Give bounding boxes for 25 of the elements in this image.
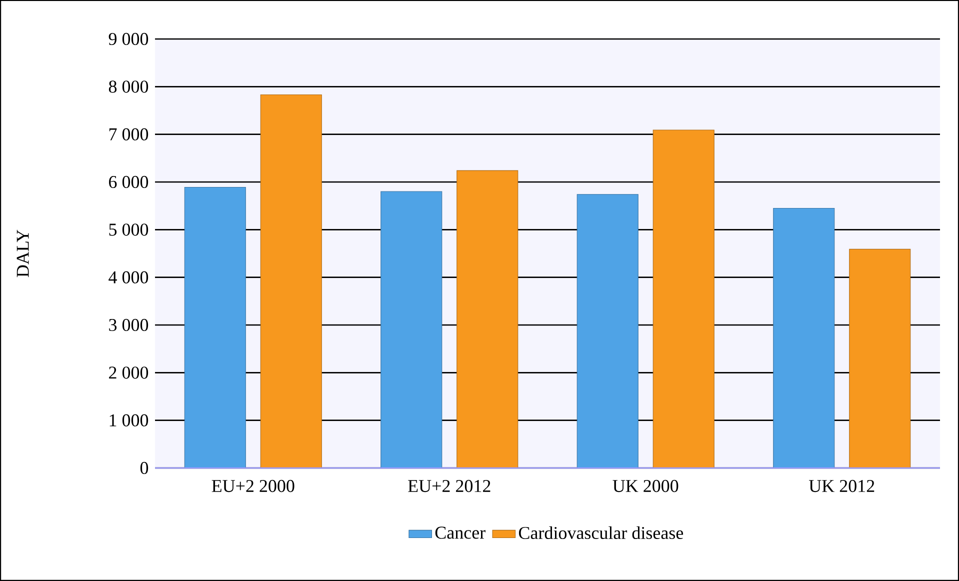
x-tick-label: EU+2 2000 <box>212 480 294 492</box>
y-tick-label: 6 000 <box>109 176 148 188</box>
bar <box>380 191 442 468</box>
x-tick-label: UK 2012 <box>809 480 874 492</box>
y-tick-label: 8 000 <box>108 80 148 93</box>
bar <box>260 94 322 468</box>
bar <box>849 248 911 468</box>
x-tick-label: UK 2000 <box>612 480 678 492</box>
y-tick-label: 3 000 <box>109 318 148 332</box>
y-tick-label: 1 000 <box>110 414 148 426</box>
y-tick-label: 5 000 <box>109 224 148 236</box>
legend-label: Cardiovascular disease <box>518 526 684 540</box>
y-tick-label: 7 000 <box>109 128 148 140</box>
bar <box>456 170 518 468</box>
y-tick-label: 4 000 <box>108 271 148 284</box>
legend-label: Cancer <box>435 526 486 539</box>
y-axis-title: DALY <box>16 230 29 278</box>
y-tick-label: 9 000 <box>108 32 148 46</box>
bar <box>773 208 835 468</box>
bar <box>576 194 638 468</box>
bar <box>184 186 246 468</box>
y-tick-label: 0 <box>140 462 148 474</box>
bar <box>652 130 714 468</box>
x-tick-label: EU+2 2012 <box>408 480 490 492</box>
y-tick-label: 2 000 <box>109 366 148 379</box>
